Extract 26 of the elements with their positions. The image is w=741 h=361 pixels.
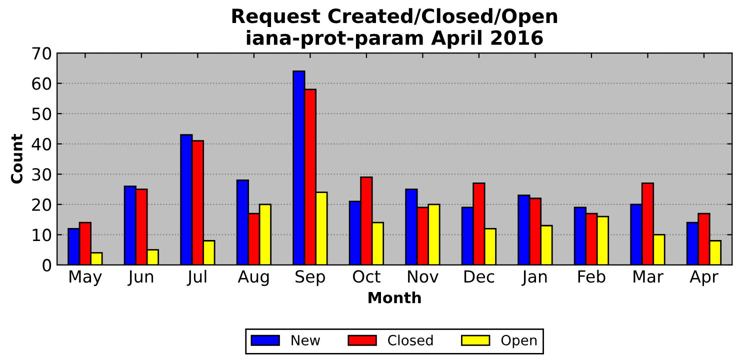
legend-label: Closed [388,334,433,346]
y-tick-label: 60 [32,77,52,90]
x-axis-title: Month [368,292,421,304]
x-tick-label: Jun [128,270,154,286]
x-tick-label: Feb [578,270,606,283]
x-tick-label: Sep [296,270,325,286]
x-tick-label: May [70,270,102,286]
x-tick-label: Mar [634,270,664,283]
chart-title: Request Created/Closed/Open iana-prot-param April 2016 [232,8,558,49]
x-tick-label: Jan [522,270,547,286]
y-tick-label: 0 [42,258,52,272]
x-tick-label: Dec [464,270,494,283]
y-axis-title: Count [10,134,22,184]
legend-label: New [292,335,320,346]
x-tick-label: Oct [352,270,380,283]
y-tick-label: 50 [32,108,52,120]
y-tick-label: 30 [32,168,52,181]
y-tick-label: 70 [32,47,52,60]
x-tick-label: Jul [186,270,206,286]
y-tick-label: 20 [32,198,52,211]
y-tick-label: 10 [32,228,52,242]
x-tick-label: Nov [408,270,438,283]
legend-label: Open [501,334,537,348]
x-tick-label: Apr [690,270,718,286]
y-tick-label: 40 [32,138,52,150]
x-tick-label: Aug [238,270,269,286]
